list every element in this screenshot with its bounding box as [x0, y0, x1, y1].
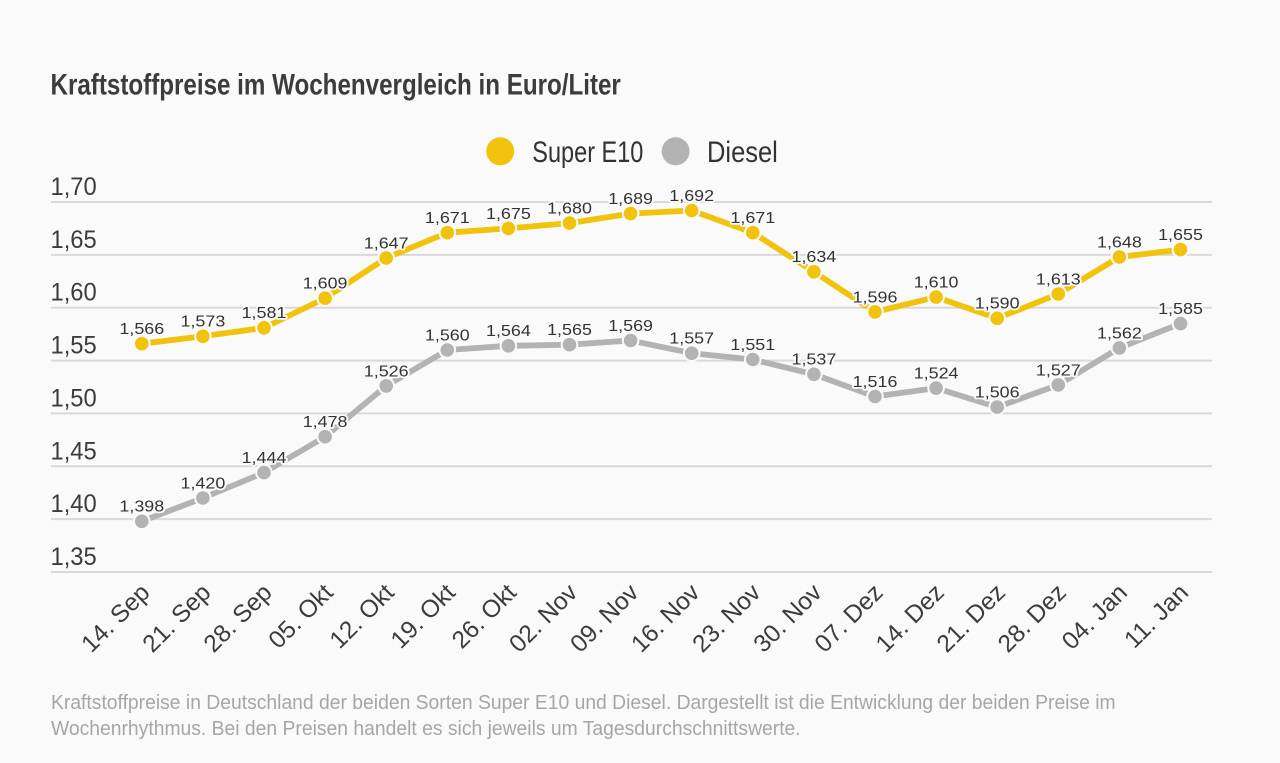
svg-text:1,420: 1,420	[180, 474, 225, 492]
svg-text:1,585: 1,585	[1158, 300, 1203, 318]
svg-text:1,35: 1,35	[51, 543, 97, 571]
svg-text:1,609: 1,609	[303, 274, 348, 292]
svg-text:1,478: 1,478	[303, 413, 348, 431]
svg-text:1,398: 1,398	[119, 498, 164, 516]
svg-text:1,596: 1,596	[853, 288, 898, 306]
svg-text:1,610: 1,610	[914, 273, 959, 291]
svg-text:Kraftstoffpreise im Wochenverg: Kraftstoffpreise im Wochenvergleich in E…	[51, 67, 622, 101]
svg-text:1,634: 1,634	[791, 248, 836, 266]
svg-text:1,675: 1,675	[486, 205, 531, 223]
svg-text:1,569: 1,569	[608, 317, 653, 335]
svg-text:1,45: 1,45	[51, 438, 97, 466]
svg-text:1,564: 1,564	[486, 322, 531, 340]
svg-text:1,647: 1,647	[364, 234, 409, 252]
svg-text:1,444: 1,444	[242, 449, 287, 467]
svg-text:1,671: 1,671	[425, 209, 470, 227]
svg-text:1,524: 1,524	[914, 364, 959, 382]
svg-text:1,551: 1,551	[730, 336, 775, 354]
svg-text:1,516: 1,516	[853, 373, 898, 391]
svg-text:1,613: 1,613	[1036, 270, 1081, 288]
svg-text:1,55: 1,55	[51, 332, 97, 360]
svg-text:1,581: 1,581	[242, 304, 287, 322]
svg-text:1,648: 1,648	[1097, 233, 1142, 251]
svg-text:1,60: 1,60	[51, 279, 97, 307]
svg-text:1,560: 1,560	[425, 326, 470, 344]
svg-text:1,689: 1,689	[608, 190, 653, 208]
svg-text:1,680: 1,680	[547, 199, 592, 217]
svg-text:1,565: 1,565	[547, 321, 592, 339]
svg-text:Kraftstoffpreise in Deutschlan: Kraftstoffpreise in Deutschland der beid…	[51, 692, 1116, 714]
svg-text:Diesel: Diesel	[707, 135, 778, 168]
svg-text:1,70: 1,70	[51, 173, 97, 201]
svg-text:1,526: 1,526	[364, 362, 409, 380]
svg-text:1,573: 1,573	[180, 313, 225, 331]
svg-text:1,566: 1,566	[119, 320, 164, 338]
svg-text:Wochenrhythmus. Bei den Preise: Wochenrhythmus. Bei den Preisen handelt …	[51, 718, 801, 740]
svg-text:1,671: 1,671	[730, 209, 775, 227]
svg-text:1,527: 1,527	[1036, 361, 1081, 379]
svg-text:1,65: 1,65	[51, 226, 97, 254]
svg-text:1,506: 1,506	[975, 383, 1020, 401]
svg-text:1,537: 1,537	[791, 351, 836, 369]
svg-text:1,655: 1,655	[1158, 226, 1203, 244]
svg-text:1,557: 1,557	[669, 329, 714, 347]
svg-text:1,40: 1,40	[51, 491, 97, 519]
svg-text:Super E10: Super E10	[532, 135, 643, 168]
svg-text:1,590: 1,590	[975, 295, 1020, 313]
svg-text:1,692: 1,692	[669, 187, 714, 205]
svg-text:1,562: 1,562	[1097, 324, 1142, 342]
svg-text:1,50: 1,50	[51, 385, 97, 413]
